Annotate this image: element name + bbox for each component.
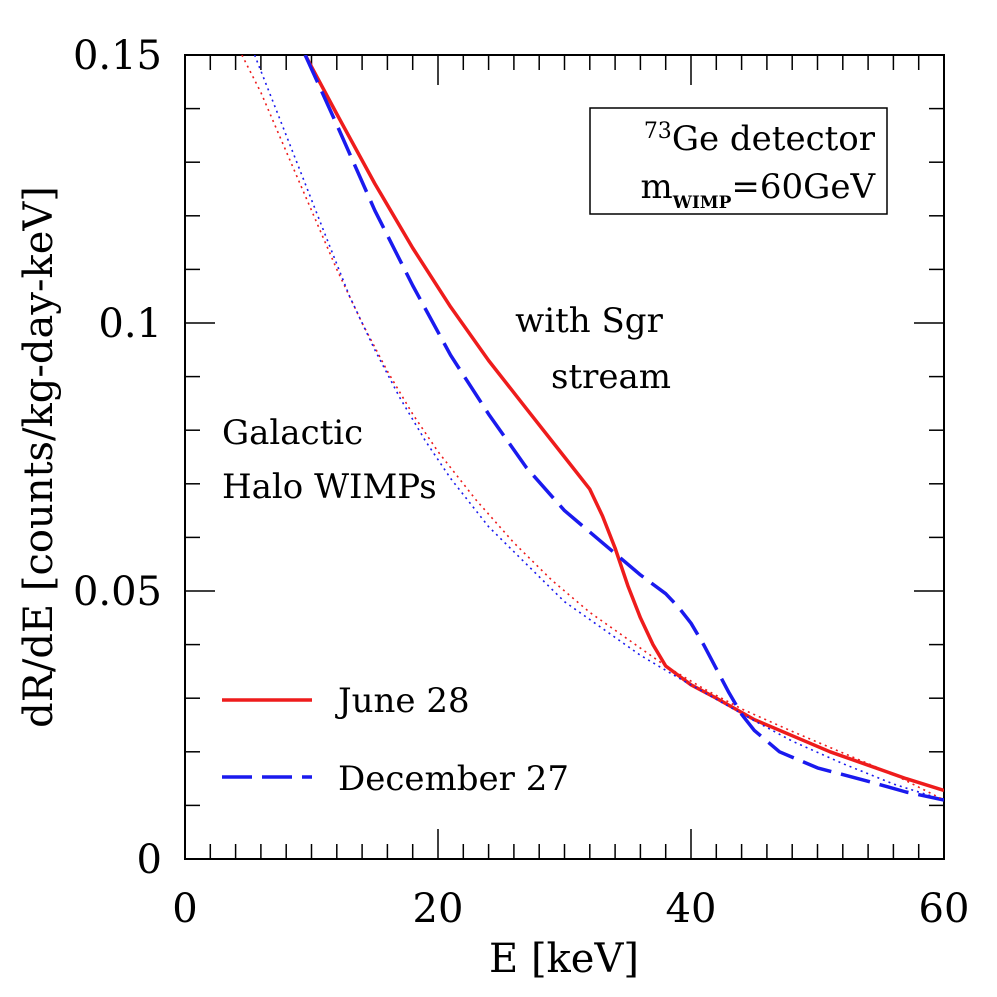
mass-symbol: m — [641, 167, 673, 207]
y-tick-label: 0.05 — [73, 569, 162, 615]
y-tick-label: 0 — [137, 837, 162, 883]
detector-line: 73Ge detector — [644, 119, 876, 160]
y-tick-label: 0.15 — [73, 33, 162, 79]
wimp-mass-line: mWIMP=60GeV — [641, 167, 877, 213]
series-lines — [241, 55, 944, 802]
halo-label-line-2: Halo WIMPs — [222, 467, 437, 507]
x-tick-label: 0 — [172, 886, 197, 932]
isotope-mass-number: 73 — [644, 119, 672, 144]
stream-label-line-1: with Sgr — [515, 301, 663, 341]
x-tick-label: 40 — [666, 886, 717, 932]
x-tick-label: 20 — [413, 886, 464, 932]
legend-label-june: June 28 — [335, 681, 470, 721]
mass-value: =60GeV — [731, 167, 876, 207]
mass-subscript: WIMP — [672, 193, 732, 213]
detector-text: Ge detector — [672, 119, 876, 159]
y-tick-label: 0.1 — [98, 301, 162, 347]
series-line-2 — [241, 55, 944, 801]
tick-marks — [184, 54, 945, 860]
stream-label-line-2: stream — [551, 357, 671, 397]
x-tick-label: 60 — [919, 886, 970, 932]
series-line-1 — [303, 55, 944, 802]
y-axis-label: dR/dE [counts/kg-day-keV] — [16, 186, 62, 728]
halo-label-line-1: Galactic — [222, 413, 363, 453]
legend: June 28 December 27 — [222, 681, 569, 799]
detector-annotation-box — [589, 107, 888, 215]
legend-label-december: December 27 — [338, 759, 569, 799]
x-axis-label: E [keV] — [489, 936, 639, 982]
tick-labels: 0 20 40 60 0 0.05 0.1 0.15 — [73, 33, 970, 932]
series-line-3 — [253, 55, 944, 801]
series-line-0 — [303, 55, 944, 793]
